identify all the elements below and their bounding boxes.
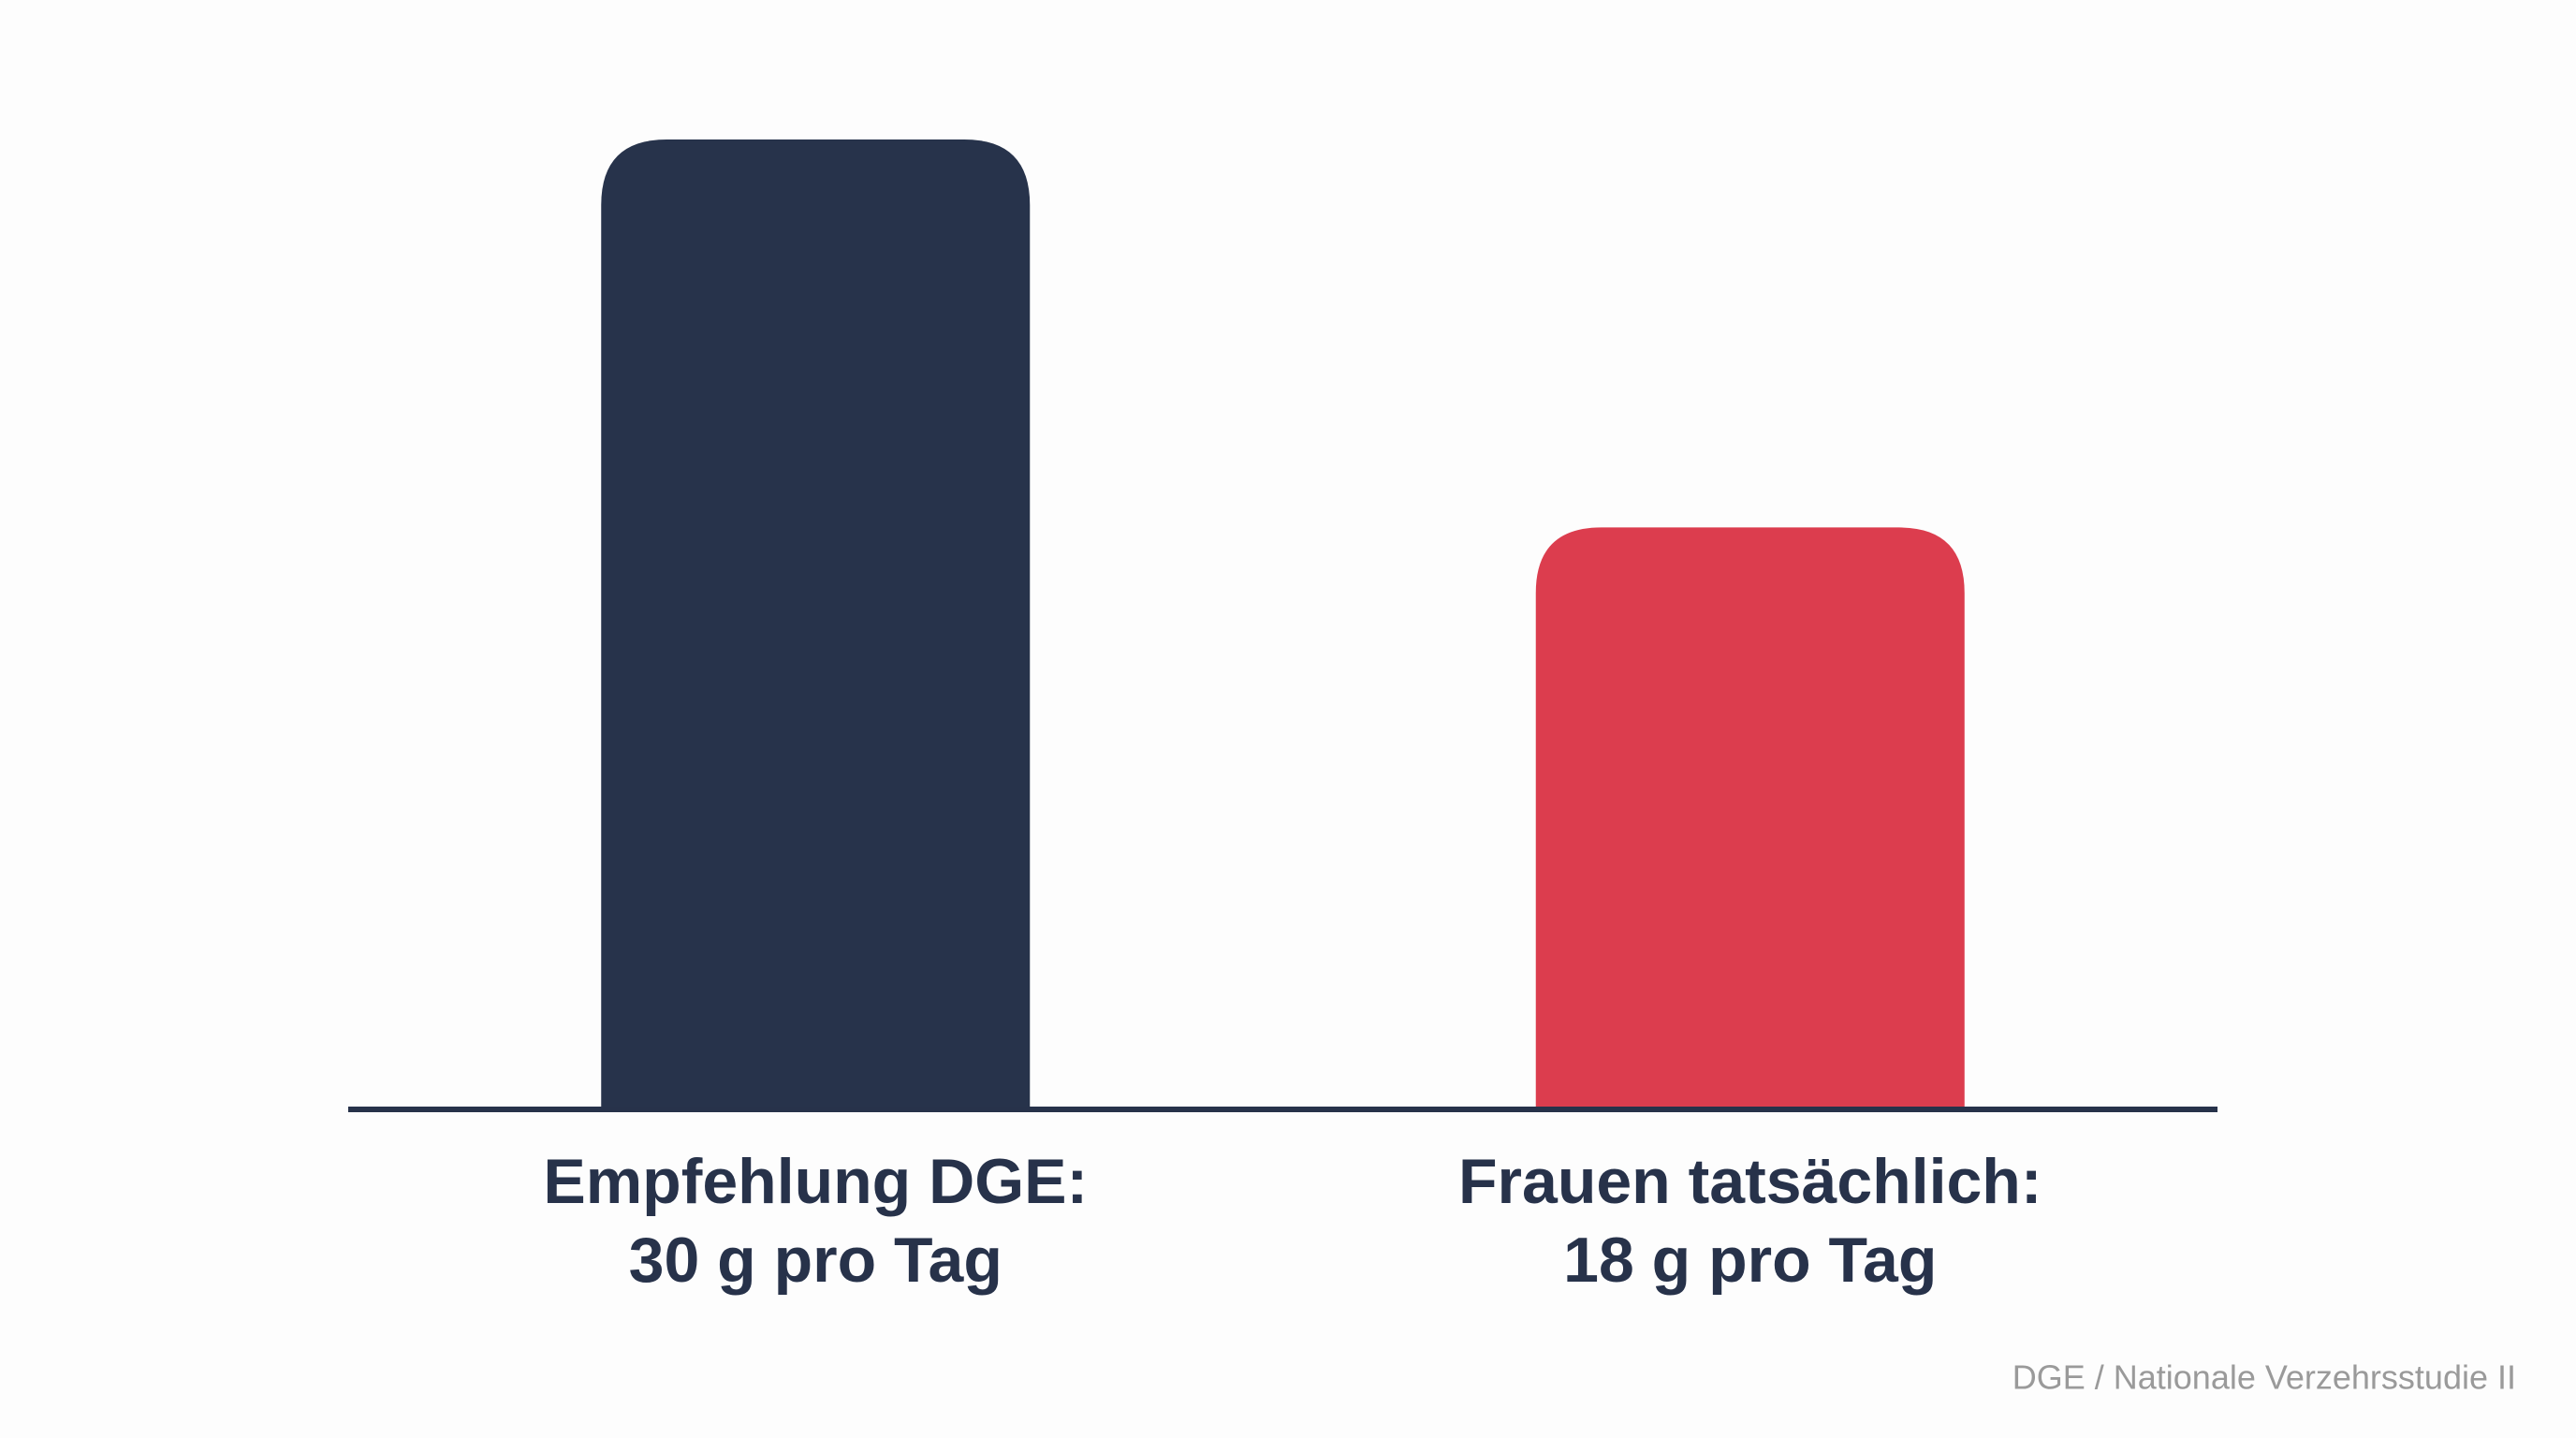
category-label: Empfehlung DGE:: [543, 1146, 1088, 1217]
category-label: Frauen tatsächlich:: [1458, 1146, 2042, 1217]
bar: [1535, 527, 1965, 1109]
value-label: 18 g pro Tag: [1563, 1225, 1937, 1296]
value-label: 30 g pro Tag: [629, 1225, 1003, 1296]
bar: [601, 139, 1031, 1109]
source-note: DGE / Nationale Verzehrsstudie II: [2012, 1358, 2516, 1397]
